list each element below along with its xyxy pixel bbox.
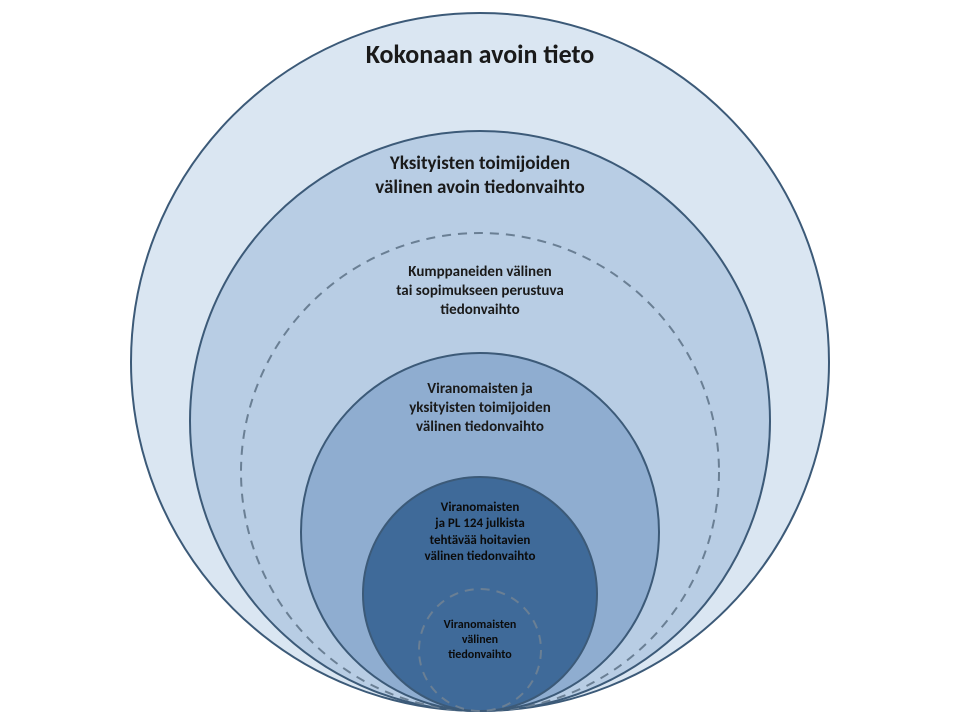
label-4: Viranomaisten ja yksityisten toimijoiden… (0, 380, 960, 436)
label-1: Kokonaan avoin tieto (0, 38, 960, 71)
label-5: Viranomaisten ja PL 124 julkista tehtävä… (0, 500, 960, 565)
label-3: Kumppaneiden välinen tai sopimukseen per… (0, 263, 960, 319)
label-2: Yksityisten toimijoiden välinen avoin ti… (0, 152, 960, 200)
label-6: Viranomaisten välinen tiedonvaihto (0, 618, 960, 663)
nested-circle-diagram: Kokonaan avoin tieto Yksityisten toimijo… (0, 0, 960, 720)
